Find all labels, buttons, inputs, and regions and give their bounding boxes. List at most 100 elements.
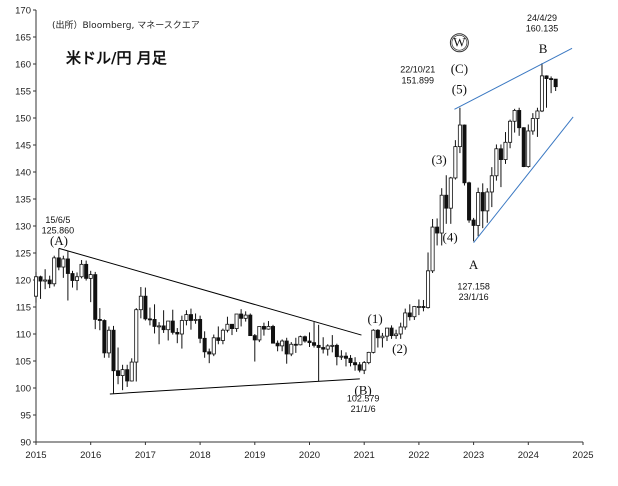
y-tick-label: 155 [15,86,31,97]
candle-body [284,340,289,355]
x-tick-label: 2021 [354,450,375,461]
candle-body [448,177,453,209]
candle-body [234,313,239,329]
candle-body [476,192,481,226]
candle-body [280,340,285,347]
candle-body [503,141,508,160]
candle-body [430,226,435,272]
trendline [109,378,360,395]
candle-body [453,146,458,179]
candle-body [143,295,148,320]
y-tick-label: 130 [15,221,31,232]
wave-label: (4) [442,230,457,245]
wave-circle [449,33,469,53]
candle-body [343,355,348,359]
candle-body [116,370,121,376]
candle-body [371,329,376,353]
candle-body [147,318,152,321]
candle-body [435,226,440,234]
x-tick-label: 2020 [299,450,320,461]
candle-body [375,329,380,339]
y-tick-label: 105 [15,356,31,367]
candle-body [65,258,70,274]
y-tick-label: 160 [15,59,31,70]
candle-body [52,257,57,285]
candle-body [111,329,116,372]
wave-label: B [539,41,548,56]
candle-body [480,192,485,212]
candle-body [380,335,385,339]
annotation-label: 125.860 [42,226,75,236]
x-tick-label: 2016 [80,450,101,461]
candle-body [339,355,344,358]
candle-body [152,319,157,327]
candle-body [385,327,390,337]
annotation-label: 23/1/16 [459,292,489,302]
candle-body [526,130,531,168]
candle-body [93,274,98,320]
candle-body [553,78,558,88]
candle-body [439,194,444,234]
candle-body [229,323,234,329]
candle-body [403,312,408,328]
candle-body [102,320,107,354]
y-tick-label: 95 [20,410,31,421]
candle-body [161,325,166,331]
annotation-label: 15/6/5 [45,215,70,225]
x-tick-label: 2025 [572,450,593,461]
candle-body [421,306,426,308]
annotation-label: 160.135 [526,24,559,34]
x-tick-label: 2017 [135,450,156,461]
candle-body [106,329,111,354]
candle-body [307,340,312,344]
candle-body [61,258,66,268]
candle-body [43,279,48,282]
candle-body [485,191,490,212]
y-tick-label: 150 [15,113,31,124]
candle-body [239,313,244,319]
x-tick-label: 2022 [408,450,429,461]
candle-body [512,110,517,122]
x-tick-label: 2018 [190,450,211,461]
candle-body [489,175,494,193]
candle-body [134,309,139,363]
candle-body [97,319,102,321]
candle-body [198,319,203,339]
annotation-label: 127.158 [457,282,490,292]
candle-body [248,314,253,337]
wave-circle-inner [451,34,468,51]
candle-body [157,325,162,328]
y-tick-label: 115 [16,302,31,313]
candle-body [325,345,330,350]
candle-body [444,194,449,209]
x-tick-label: 2015 [25,450,46,461]
trendline [473,116,574,244]
candle-body [271,326,276,344]
annotation-label: 151.899 [402,75,435,85]
wave-label: A [469,257,479,272]
wave-label: (1) [368,311,383,326]
candle-body [47,279,52,285]
candle-body [120,369,125,376]
candle-body [494,148,499,177]
candle-body [293,343,298,346]
candle-body [471,219,476,226]
candle-body [416,306,421,308]
y-tick-label: 140 [15,167,31,178]
candle-body [312,342,317,346]
y-tick-label: 170 [15,5,31,16]
candle-body [216,337,221,341]
annotation-label: 24/4/29 [527,13,557,23]
wave-label: (C) [451,61,468,76]
candle-body [457,124,462,148]
candle-body [467,182,472,221]
candle-body [275,342,280,347]
candle-body [252,335,257,341]
candle-body [34,276,39,297]
candle-body [193,319,198,321]
trendline [58,247,362,336]
y-tick-label: 90 [20,437,31,448]
y-tick-label: 110 [16,329,31,340]
x-tick-label: 2019 [244,450,265,461]
